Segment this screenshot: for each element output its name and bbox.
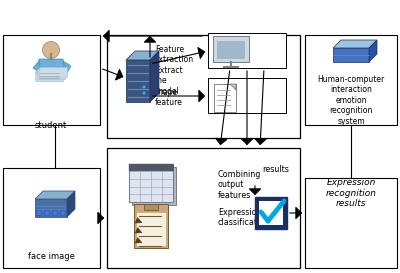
Bar [255,197,287,229]
Polygon shape [33,61,41,73]
Bar [134,204,168,248]
Text: Extract
the
model: Extract the model [155,66,183,96]
Text: Combining
output
features: Combining output features [218,170,261,200]
Circle shape [36,210,42,215]
Circle shape [44,210,50,215]
Circle shape [52,210,58,215]
Circle shape [42,41,60,58]
Circle shape [142,91,146,94]
Text: Expression
recognition
results: Expression recognition results [326,178,376,208]
Bar [208,78,286,113]
Circle shape [60,210,66,215]
Bar [39,67,67,77]
Bar [129,164,173,171]
Text: Feature
extraction: Feature extraction [155,45,194,64]
Polygon shape [67,191,75,217]
Bar [107,148,300,268]
Bar [132,167,176,205]
Bar [305,35,397,125]
Bar [35,199,67,217]
Bar [213,36,249,62]
Text: output
features: output features [252,41,284,61]
Bar [107,35,300,138]
Text: Expression
classification: Expression classification [218,208,270,227]
Text: Human-computer
interaction
emotion
recognition
system: Human-computer interaction emotion recog… [317,75,385,126]
Bar [126,60,150,102]
Polygon shape [126,51,159,60]
Circle shape [142,85,146,88]
Bar [35,71,63,81]
Text: results: results [262,165,289,174]
Bar [214,84,236,112]
Bar [208,33,286,68]
Bar [305,178,397,268]
Text: student: student [35,121,67,130]
Text: shape
feature: shape feature [155,88,183,107]
Polygon shape [37,59,65,73]
Bar [3,168,100,268]
Text: face image: face image [28,252,74,261]
Bar [136,212,166,246]
Bar [3,35,100,125]
Bar [259,201,283,225]
Bar [333,48,369,62]
Polygon shape [230,84,236,90]
Bar [217,41,245,59]
Bar [37,69,65,79]
Text: output
features: output features [252,86,284,106]
Polygon shape [369,40,377,62]
Polygon shape [333,40,377,48]
Polygon shape [63,61,71,73]
Bar [144,204,158,210]
Bar [129,164,173,202]
Polygon shape [35,191,75,199]
Polygon shape [150,51,159,102]
